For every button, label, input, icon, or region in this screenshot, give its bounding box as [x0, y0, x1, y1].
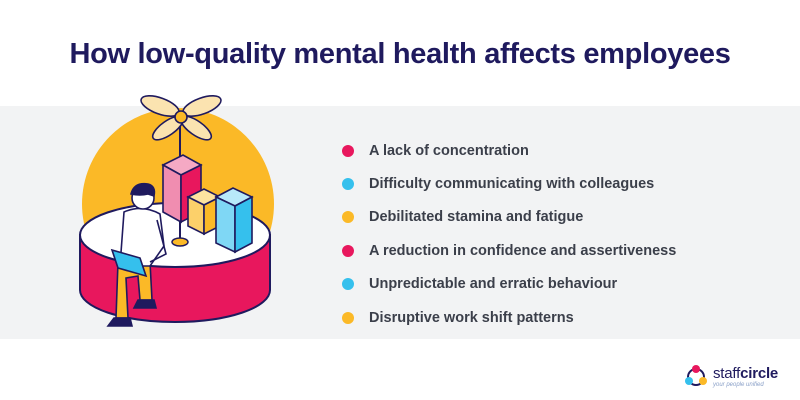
list-item: A reduction in confidence and assertiven…: [342, 234, 676, 267]
list-item: A lack of concentration: [342, 134, 676, 167]
list-item-label: A lack of concentration: [369, 142, 529, 159]
list-item-label: Difficulty communicating with colleagues: [369, 176, 655, 193]
illustration: [79, 95, 274, 327]
logo-mark-icon: [685, 365, 707, 386]
fan-icon: [140, 95, 222, 141]
blue-box: [214, 187, 254, 254]
bullet-dot-icon: [342, 311, 354, 324]
staffcircle-logo: staffcircle your people unified: [683, 364, 778, 390]
bullet-dot-icon: [342, 244, 354, 257]
list-item-label: Disruptive work shift patterns: [369, 309, 574, 326]
logo-tagline: your people unified: [713, 382, 764, 388]
stand-base: [171, 237, 189, 247]
bullet-dot-icon: [342, 278, 354, 291]
bullet-dot-icon: [342, 211, 354, 224]
logo-name: staffcircle: [713, 365, 779, 382]
bullet-dot-icon: [342, 144, 354, 157]
list-item: Unpredictable and erratic behaviour: [342, 268, 676, 301]
list-item: Disruptive work shift patterns: [342, 301, 676, 334]
effects-list: A lack of concentration Difficulty commu…: [342, 134, 676, 334]
page-title: How low-quality mental health affects em…: [69, 38, 731, 70]
bullet-dot-icon: [342, 178, 354, 191]
list-item-label: A reduction in confidence and assertiven…: [369, 242, 677, 259]
list-item: Difficulty communicating with colleagues: [342, 167, 676, 200]
person: [106, 182, 167, 327]
list-item-label: Debilitated stamina and fatigue: [369, 209, 584, 226]
list-item-label: Unpredictable and erratic behaviour: [369, 276, 618, 293]
list-item: Debilitated stamina and fatigue: [342, 201, 676, 234]
